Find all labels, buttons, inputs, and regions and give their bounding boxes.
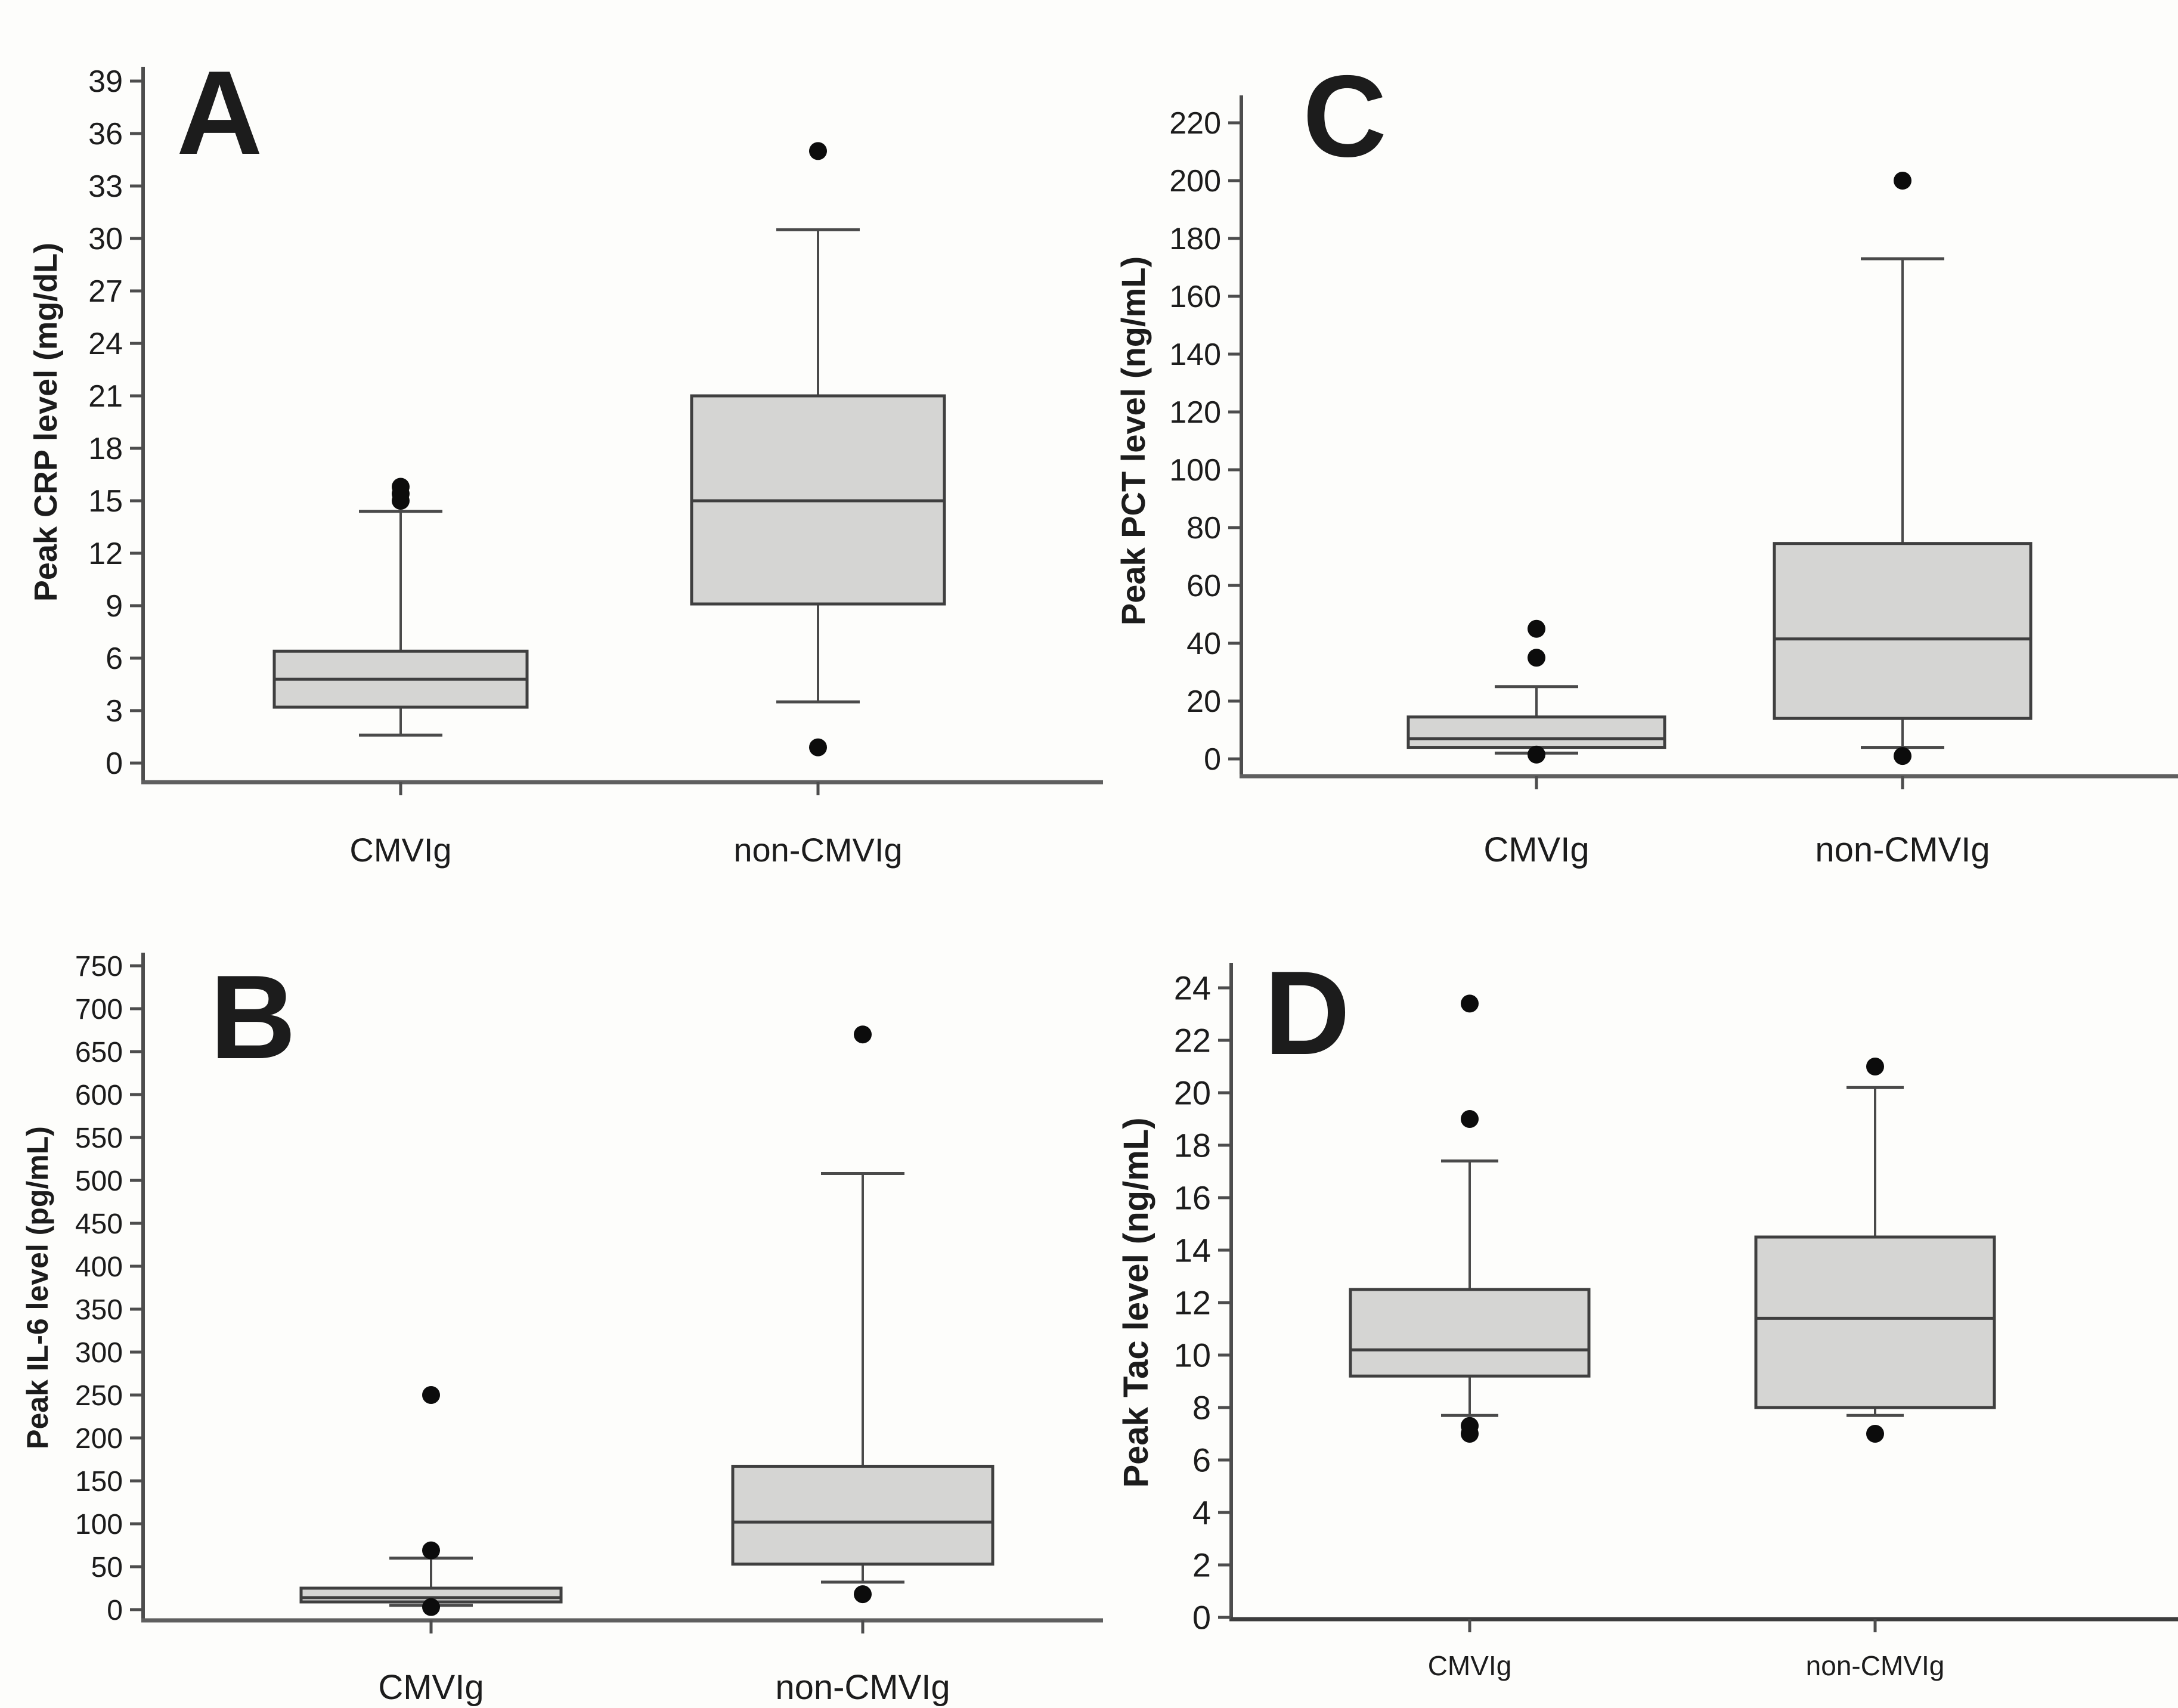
y-tick-label: 18 [88,432,123,466]
y-tick-label: 700 [75,994,123,1025]
outlier-dot [1894,172,1911,190]
panel-letter: B [210,951,296,1084]
y-tick-label: 20 [1174,1074,1211,1112]
outlier-dot [1528,745,1545,764]
box-rect [1773,542,2033,720]
y-tick-label: 0 [107,1595,123,1626]
category-label: non-CMVIg [733,831,902,869]
outlier-dot [1866,1058,1884,1075]
category-label: CMVIg [1428,1650,1512,1681]
y-tick-label: 60 [1186,569,1221,603]
y-tick-label: 100 [1169,453,1221,488]
y-tick-label: 9 [106,589,123,624]
outlier-dot [422,1598,440,1616]
outlier-dot [854,1585,872,1604]
y-tick-label: 180 [1169,222,1221,256]
y-tick-label: 22 [1174,1022,1211,1059]
y-tick-label: 400 [75,1251,123,1283]
outlier-dot [392,478,410,496]
outlier-dot [422,1541,440,1560]
y-tick-label: 12 [1174,1284,1211,1322]
outlier-dot [1894,747,1911,765]
y-tick-label: 200 [75,1423,123,1455]
y-tick-label: 220 [1169,106,1221,141]
panel-letter: D [1264,947,1350,1080]
box-rect [1406,715,1666,749]
box-rect [1754,1235,1996,1409]
y-tick-label: 6 [106,641,123,676]
panel-b-chart: 0 50 100 150 200 250 300 350 400 450 500 550 600 650 7… [21,951,1103,1707]
y-tick-label: 6 [1192,1442,1211,1479]
category-label: non-CMVIg [775,1668,950,1707]
y-tick-label: 20 [1186,684,1221,719]
y-tick-label: 50 [91,1552,123,1583]
y-tick-label: 600 [75,1080,123,1111]
y-tick-label: 3 [106,694,123,729]
y-tick-label: 24 [88,327,123,361]
outlier-dot [1866,1425,1884,1443]
y-tick-label: 16 [1174,1179,1211,1217]
y-tick-label: 500 [75,1165,123,1197]
y-tick-label: 250 [75,1380,123,1412]
y-axis-label: Peak PCT level (ng/mL) [1114,256,1152,625]
y-tick-label: 40 [1186,627,1221,661]
outlier-dot [1528,619,1545,638]
y-tick-label: 0 [106,746,123,781]
y-tick-label: 300 [75,1337,123,1369]
outlier-dot [809,142,827,160]
y-tick-label: 750 [75,951,123,982]
y-axis-label: Peak Tac level (ng/mL) [1117,1117,1155,1487]
y-tick-label: 14 [1174,1232,1211,1269]
y-tick-label: 10 [1174,1337,1211,1374]
category-label: non-CMVIg [1806,1650,1945,1681]
y-axis-label: Peak CRP level (mg/dL) [28,243,64,602]
outlier-dot [854,1025,872,1044]
y-tick-label: 30 [88,222,123,256]
panel-letter: A [176,47,262,179]
box-rect [1349,1288,1591,1378]
y-tick-label: 21 [88,379,123,414]
y-tick-label: 650 [75,1037,123,1068]
y-tick-label: 160 [1169,280,1221,314]
y-axis-label: Peak IL-6 level (pg/mL) [21,1126,54,1449]
y-tick-label: 8 [1192,1389,1211,1427]
y-tick-label: 120 [1169,395,1221,430]
y-tick-label: 0 [1204,742,1221,777]
y-tick-label: 15 [88,484,123,519]
panel-letter: C [1303,51,1387,181]
outlier-dot [422,1386,440,1404]
outlier-dot [809,738,827,757]
category-label: CMVIg [349,831,451,869]
box-rect [731,1465,994,1566]
outlier-dot [1461,1110,1479,1128]
outlier-dot [1461,994,1479,1013]
y-tick-label: 450 [75,1208,123,1240]
y-tick-label: 350 [75,1294,123,1326]
category-label: CMVIg [1483,830,1589,869]
outlier-dot [1461,1425,1479,1443]
y-tick-label: 0 [1192,1599,1211,1636]
y-tick-label: 140 [1169,337,1221,372]
y-tick-label: 100 [75,1509,123,1540]
outlier-dot [1528,649,1545,667]
y-tick-label: 200 [1169,164,1221,199]
panel-c-chart: 0 20 40 60 80 100 120 140 160 180 200 220 Peak PCT l… [1114,51,2178,869]
category-label: CMVIg [378,1668,484,1707]
y-tick-label: 24 [1174,969,1211,1007]
category-label: non-CMVIg [1815,830,1990,869]
y-tick-label: 150 [75,1466,123,1498]
y-tick-label: 18 [1174,1127,1211,1164]
y-tick-label: 4 [1192,1494,1211,1532]
y-tick-label: 80 [1186,511,1221,545]
y-tick-label: 550 [75,1123,123,1154]
y-tick-label: 39 [88,64,123,99]
y-tick-label: 33 [88,169,123,204]
y-tick-label: 27 [88,274,123,309]
y-tick-label: 2 [1192,1546,1211,1584]
y-tick-label: 12 [88,537,123,571]
y-tick-label: 36 [88,117,123,151]
